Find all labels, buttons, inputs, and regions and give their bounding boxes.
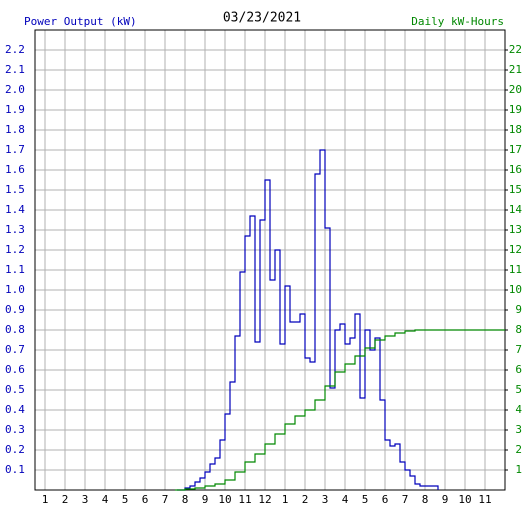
y-tick-label: 1.5 <box>5 183 25 196</box>
y-tick-label: 1.7 <box>5 143 25 156</box>
plot-border <box>34 29 506 491</box>
y2-tick-label: 4 <box>515 403 522 416</box>
y-tick-label: 0.6 <box>5 363 25 376</box>
y2-tick-label: 20 <box>509 83 522 96</box>
y-axis-label: Power Output (kW) <box>24 15 137 28</box>
y2-tick-label: 7 <box>515 343 522 356</box>
chart-title: 03/23/2021 <box>223 11 301 26</box>
y2-tick-label: 17 <box>509 143 522 156</box>
y-tick-label: 2.0 <box>5 83 25 96</box>
x-tick-label: 5 <box>362 493 369 506</box>
y2-tick-label: 2 <box>515 443 522 456</box>
x-tick-label: 5 <box>122 493 129 506</box>
y2-tick-label: 5 <box>515 383 522 396</box>
y2-tick-label: 19 <box>509 103 522 116</box>
y-tick-label: 0.7 <box>5 343 25 356</box>
x-tick-label: 6 <box>142 493 149 506</box>
x-tick-label: 11 <box>478 493 491 506</box>
y-tick-label: 1.3 <box>5 223 25 236</box>
x-tick-label: 1 <box>282 493 289 506</box>
y-tick-label: 1.1 <box>5 263 25 276</box>
y2-tick-label: 14 <box>509 203 523 216</box>
y-tick-label: 1.4 <box>5 203 25 216</box>
x-tick-label: 4 <box>102 493 109 506</box>
x-tick-label: 1 <box>42 493 49 506</box>
y2-axis-label: Daily kW-Hours <box>411 15 504 28</box>
x-tick-label: 7 <box>162 493 169 506</box>
x-tick-label: 8 <box>422 493 429 506</box>
y2-tick-label: 6 <box>515 363 522 376</box>
y-tick-label: 0.3 <box>5 423 25 436</box>
y-tick-label: 2.2 <box>5 43 25 56</box>
y-tick-label: 0.1 <box>5 463 25 476</box>
x-tick-label: 8 <box>182 493 189 506</box>
y-tick-label: 0.4 <box>5 403 25 416</box>
y2-tick-label: 15 <box>509 183 522 196</box>
y-tick-label: 2.1 <box>5 63 25 76</box>
x-tick-label: 2 <box>302 493 309 506</box>
y2-tick-label: 22 <box>509 43 522 56</box>
y-tick-label: 1.2 <box>5 243 25 256</box>
y-tick-label: 1.6 <box>5 163 25 176</box>
x-tick-label: 4 <box>342 493 349 506</box>
y2-tick-label: 1 <box>515 463 522 476</box>
y2-tick-label: 18 <box>509 123 522 136</box>
series-line <box>177 149 439 491</box>
x-tick-label: 9 <box>442 493 449 506</box>
x-tick-label: 6 <box>382 493 389 506</box>
x-tick-label: 3 <box>322 493 329 506</box>
y2-tick-label: 12 <box>509 243 522 256</box>
y2-tick-label: 21 <box>509 63 522 76</box>
y2-tick-label: 8 <box>515 323 522 336</box>
y2-tick-label: 13 <box>509 223 522 236</box>
y2-tick-label: 16 <box>509 163 522 176</box>
y-tick-label: 0.5 <box>5 383 25 396</box>
y2-tick-label: 10 <box>509 283 522 296</box>
y-tick-label: 1.8 <box>5 123 25 136</box>
x-tick-label: 10 <box>458 493 471 506</box>
y-tick-label: 1.0 <box>5 283 25 296</box>
x-tick-label: 10 <box>218 493 231 506</box>
x-tick-label: 2 <box>62 493 69 506</box>
x-tick-label: 11 <box>238 493 251 506</box>
y2-tick-label: 9 <box>515 303 522 316</box>
y-tick-label: 0.8 <box>5 323 25 336</box>
series-line <box>175 329 505 491</box>
x-tick-label: 12 <box>258 493 271 506</box>
y2-tick-label: 11 <box>509 263 522 276</box>
x-tick-label: 3 <box>82 493 89 506</box>
y-tick-label: 1.9 <box>5 103 25 116</box>
y-tick-label: 0.9 <box>5 303 25 316</box>
x-tick-label: 9 <box>202 493 209 506</box>
y2-tick-label: 3 <box>515 423 522 436</box>
y-tick-label: 0.2 <box>5 443 25 456</box>
x-tick-label: 7 <box>402 493 409 506</box>
